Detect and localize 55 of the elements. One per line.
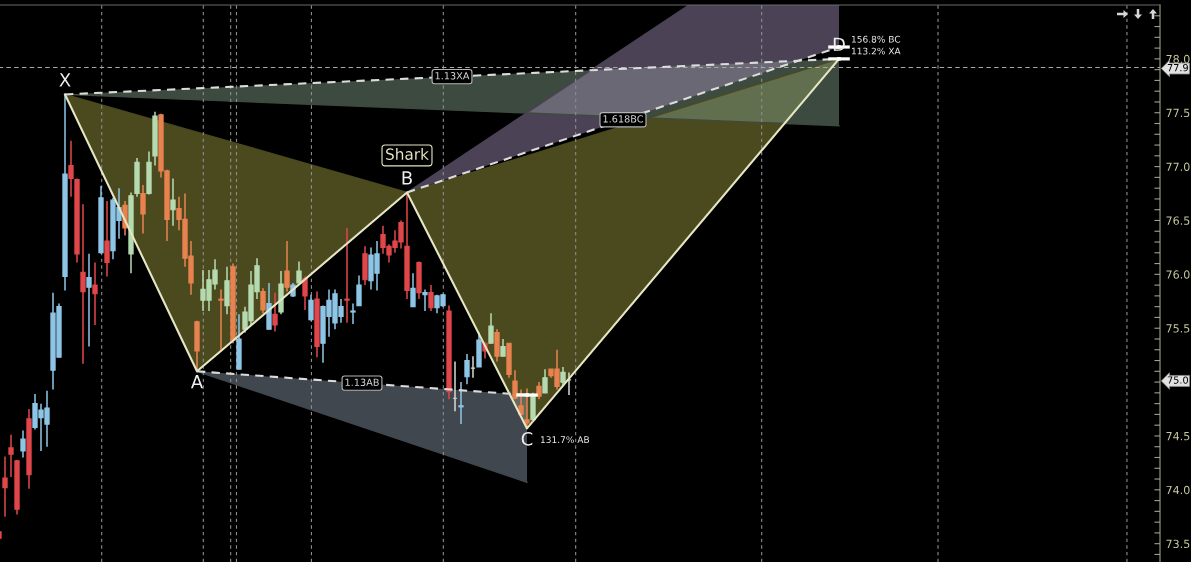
- point: [837, 57, 841, 61]
- y-tick-label: 77.0: [1166, 162, 1190, 171]
- data-label: B: [402, 171, 412, 185]
- series-label: 1.618BC: [603, 115, 644, 123]
- data-label: A: [190, 375, 204, 389]
- y-tick-label: 77.5: [1166, 108, 1190, 118]
- legend-label: 113.2% XA: [851, 47, 901, 55]
- candlestick: [422, 288, 428, 312]
- candlestick: [410, 272, 416, 308]
- data-label: X: [59, 73, 71, 87]
- y-tick-label: 74.5: [1166, 432, 1190, 441]
- candlestick: [308, 294, 314, 322]
- candlestick: [92, 261, 98, 326]
- candlestick: [464, 353, 470, 385]
- y-tick-label: 76.0: [1166, 270, 1190, 279]
- candlestick: [494, 328, 500, 363]
- series-label: 156.8% BC: [851, 35, 901, 43]
- candlestick: [20, 429, 26, 459]
- candlestick: [8, 434, 14, 478]
- candlestick: [284, 240, 290, 293]
- y-tick-label: 78.0: [1166, 54, 1190, 64]
- candlestick: [344, 227, 350, 324]
- candlestick: [272, 291, 278, 333]
- candlestick: [86, 253, 92, 348]
- y-tick-label: 73.5: [1166, 539, 1190, 549]
- candlestick: [542, 368, 548, 394]
- candlestick: [218, 288, 224, 351]
- y-tick-label: 74.0: [1166, 485, 1190, 495]
- candlestick: [68, 139, 74, 198]
- y-tick-label: 75.5: [1166, 324, 1190, 333]
- data-label: C: [521, 431, 533, 446]
- candlestick: [104, 200, 110, 278]
- text: 75.0: [1167, 376, 1188, 384]
- candlestick: [170, 177, 176, 227]
- series-label: 1.13XA: [435, 72, 470, 80]
- candlestick: [296, 260, 302, 284]
- point: [525, 393, 529, 397]
- annotation: 131.7% AB: [540, 436, 590, 444]
- candlestick: [428, 284, 434, 312]
- candlestick: [560, 366, 566, 387]
- candlestick: [350, 302, 356, 325]
- candlestick: [140, 184, 146, 235]
- candlestick: [512, 369, 518, 401]
- text: Shark: [386, 148, 429, 160]
- candlestick: [488, 312, 494, 345]
- candlestick: [2, 455, 8, 518]
- candlestick: [260, 287, 266, 314]
- series-label: 1.13AB: [345, 378, 379, 386]
- candlestick: [80, 203, 86, 365]
- candlestick: [518, 388, 524, 416]
- candlestick: [302, 275, 308, 311]
- ref-line-label: 77.9: [1167, 63, 1188, 72]
- candlestick: [356, 274, 362, 307]
- y-tick-label: 76.5: [1166, 216, 1190, 225]
- candlestick: [458, 381, 464, 425]
